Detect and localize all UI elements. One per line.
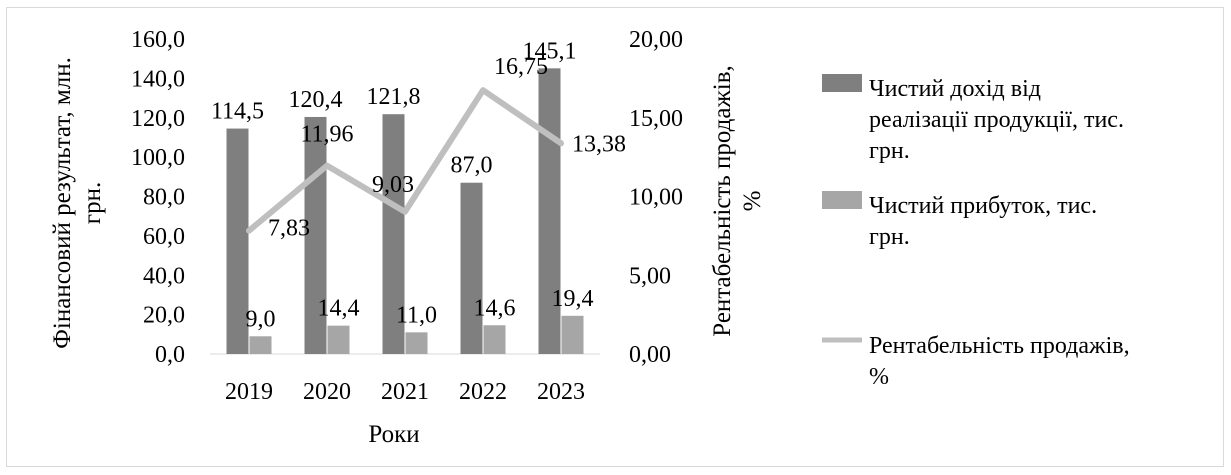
revenue-bar [226, 128, 249, 354]
y-tick-label: 80,0 [143, 185, 185, 211]
legend-swatch [822, 74, 862, 92]
revenue-data-label: 121,8 [367, 84, 421, 110]
y-tick-label: 140,0 [131, 66, 185, 92]
x-tick-label: 2023 [537, 379, 585, 405]
profit-bar [249, 336, 272, 354]
y2-tick-label: 20,00 [629, 27, 683, 53]
profit-data-label: 19,4 [552, 286, 594, 312]
profit-bar [405, 332, 428, 354]
legend-swatch [822, 191, 862, 209]
x-tick-label: 2019 [225, 379, 273, 405]
y-tick-label: 20,0 [143, 303, 185, 329]
margin-data-label: 11,96 [300, 122, 353, 148]
margin-data-label: 13,38 [572, 131, 626, 157]
y2-axis-title: Рентабельність продажів,% [709, 65, 766, 336]
y2-tick-label: 15,00 [629, 106, 683, 132]
revenue-bar [382, 114, 405, 354]
y-tick-label: 40,0 [143, 263, 185, 289]
y2-tick-label: 10,00 [629, 185, 683, 211]
revenue-data-label: 114,5 [211, 99, 264, 125]
x-tick-label: 2021 [381, 379, 429, 405]
legend-label: Чистий прибуток, тис. грн. [869, 193, 1097, 250]
legend-label: Чистий дохід від реалізації продукції, ти… [869, 76, 1124, 164]
margin-line [246, 87, 564, 234]
profit-bar [561, 315, 584, 354]
y-tick-label: 160,0 [131, 27, 185, 53]
x-axis-title: Роки [368, 421, 419, 448]
chart-frame [6, 7, 1224, 467]
profit-data-label: 14,6 [474, 295, 516, 321]
profit-data-label: 14,4 [318, 296, 360, 322]
y-tick-label: 60,0 [143, 224, 185, 250]
y-tick-label: 120,0 [131, 106, 185, 132]
data-labels: 114,5 120,4 121,8 87,0 145,1 9,0 14,4 11,0 14,6 1… [211, 38, 626, 332]
legend-label: Рентабельність продажів,% [869, 333, 1130, 390]
y-tick-label: 0,0 [155, 342, 185, 368]
profit-data-label: 9,0 [246, 306, 276, 332]
profit-bar [327, 325, 350, 354]
revenue-data-label: 120,4 [289, 87, 343, 113]
x-tick-label: 2022 [459, 379, 507, 405]
margin-data-label: 16,75 [494, 54, 548, 80]
margin-data-label: 7,83 [268, 216, 310, 242]
x-axis-ticks: 2019 2020 2021 2022 2023 [225, 379, 585, 405]
profit-bar [483, 325, 506, 354]
revenue-bar [460, 182, 483, 354]
y-axis-title: Фінансовий результат, млн. грн. [49, 57, 106, 349]
y2-tick-label: 5,00 [629, 263, 671, 289]
revenue-data-label: 87,0 [451, 153, 493, 179]
y2-tick-label: 0,00 [629, 342, 671, 368]
y-axis-ticks: 0,0 20,0 40,0 60,0 80,0 100,0 120,0 140,0 160,0 [131, 27, 185, 368]
y2-axis-ticks: 0,00 5,00 10,00 15,00 20,00 [629, 27, 683, 368]
legend: Чистий дохід від реалізації продукції, ти… [822, 74, 1130, 390]
y-tick-label: 100,0 [131, 145, 185, 171]
x-tick-label: 2020 [303, 379, 351, 405]
margin-data-label: 9,03 [372, 172, 414, 198]
line-series [246, 87, 564, 234]
revenue-data-label: 145,1 [523, 38, 577, 64]
profit-data-label: 11,0 [396, 302, 437, 328]
